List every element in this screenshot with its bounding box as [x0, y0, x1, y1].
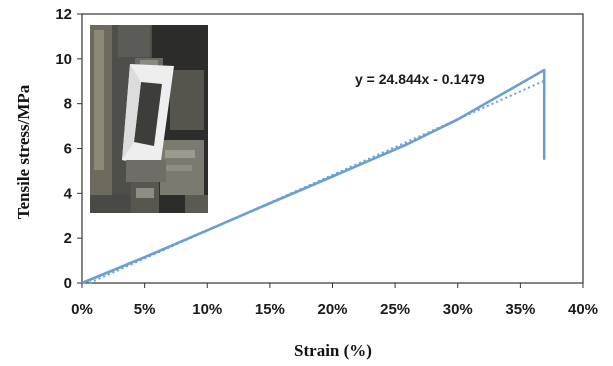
x-tick-label: 35%: [505, 301, 535, 318]
x-tick-label: 40%: [568, 301, 598, 318]
plot-area: [81, 68, 546, 285]
tick-labels: 0 2 4 6 8 10 12 0% 5% 10% 15% 20% 25% 30% 35% 40%: [55, 6, 598, 318]
y-tick-label: 0: [64, 275, 72, 292]
x-tick-label: 15%: [255, 301, 285, 318]
x-axis-title: Strain (%): [294, 341, 372, 360]
y-tick-label: 8: [64, 96, 72, 113]
y-tick-label: 2: [64, 230, 72, 247]
x-tick-label: 30%: [443, 301, 473, 318]
x-tick-label: 10%: [192, 301, 222, 318]
y-axis-title: Tensile stress/MPa: [14, 84, 33, 219]
y-tick-label: 4: [64, 185, 73, 202]
trendline-equation: y = 24.844x - 0.1479: [355, 71, 485, 87]
x-tick-label: 0%: [71, 301, 93, 318]
x-tick-label: 5%: [134, 301, 156, 318]
x-tick-label: 25%: [380, 301, 410, 318]
y-tick-label: 10: [55, 51, 72, 68]
y-tick-label: 6: [64, 141, 72, 158]
axes: [77, 13, 584, 288]
stress-strain-line: [81, 68, 546, 285]
y-tick-label: 12: [55, 6, 72, 23]
inset-photo: [90, 25, 208, 213]
x-tick-label: 20%: [317, 301, 347, 318]
